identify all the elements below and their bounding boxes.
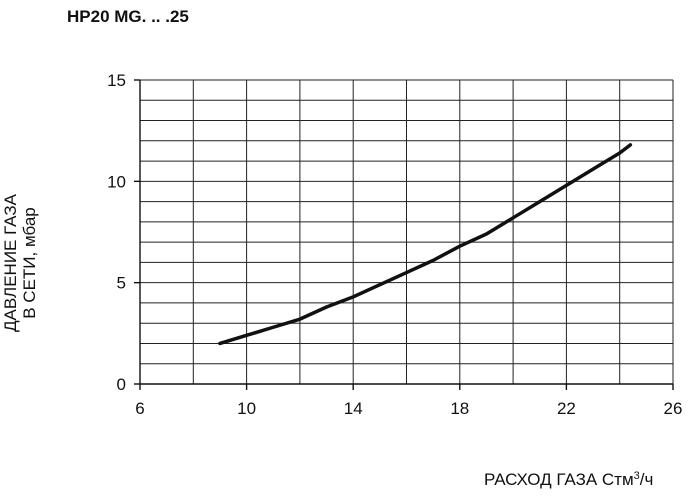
x-tick-label: 22: [557, 399, 576, 418]
y-tick-label: 10: [107, 172, 126, 191]
x-axis-label-sup: 3: [633, 470, 640, 482]
y-axis-label-line2: В СЕТИ, мбар: [20, 207, 39, 319]
x-axis-label-text: РАСХОД ГАЗА Стм: [484, 470, 634, 489]
y-axis-label: ДАВЛЕНИЕ ГАЗА В СЕТИ, мбар: [1, 133, 39, 393]
x-tick-label: 6: [135, 399, 144, 418]
x-tick-label: 18: [450, 399, 469, 418]
x-tick-label: 10: [237, 399, 256, 418]
y-tick-label: 0: [117, 375, 126, 394]
x-tick-label: 26: [664, 399, 683, 418]
chart-title: HP20 MG. .. .25: [67, 7, 189, 26]
x-tick-label: 14: [344, 399, 363, 418]
y-axis-label-line1: ДАВЛЕНИЕ ГАЗА: [1, 194, 20, 332]
x-axis-label: РАСХОД ГАЗА Стм3/ч: [484, 470, 653, 490]
y-tick-label: 15: [107, 71, 126, 90]
x-axis-label-tail: /ч: [639, 470, 654, 489]
y-tick-label: 5: [117, 274, 126, 293]
series-line: [218, 143, 633, 346]
